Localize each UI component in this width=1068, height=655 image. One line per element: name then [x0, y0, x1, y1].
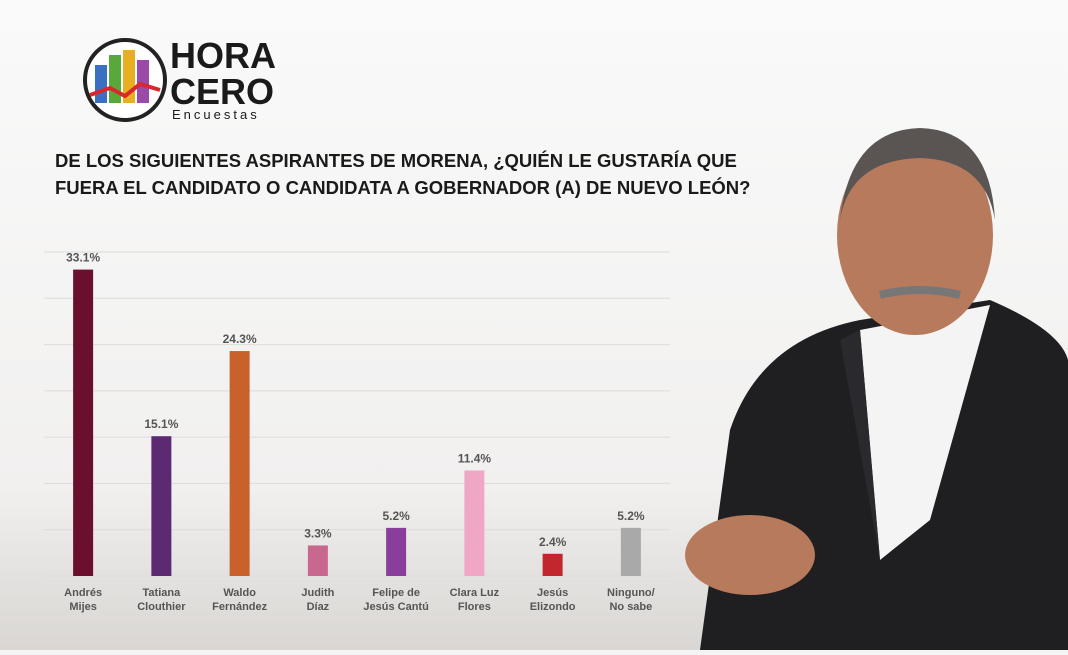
x-tick-label: Judith: [301, 587, 334, 599]
x-tick-label: Ninguno/: [607, 587, 655, 599]
value-label: 11.4%: [458, 451, 492, 465]
chart-title: DE LOS SIGUIENTES ASPIRANTES DE MORENA, …: [55, 150, 737, 171]
bar: [307, 545, 328, 576]
bar: [620, 527, 641, 576]
x-tick-label: Clara Luz: [450, 587, 500, 599]
bar: [464, 470, 485, 576]
x-tick-label: Waldo: [223, 587, 256, 599]
x-tick-label: No sabe: [609, 601, 652, 613]
photo: [685, 128, 1068, 650]
x-tick-label: Tatiana: [143, 587, 182, 599]
x-tick-label: Jesús Cantú: [363, 601, 428, 613]
x-tick-label: Andrés: [64, 587, 102, 599]
bar: [73, 269, 94, 576]
x-tick-label: Felipe de: [372, 587, 420, 599]
value-label: 5.2%: [382, 509, 410, 523]
x-tick-label: Díaz: [307, 601, 330, 613]
value-label: 2.4%: [539, 535, 567, 549]
logo-line1: HORA: [170, 35, 276, 76]
chart-title: FUERA EL CANDIDATO O CANDIDATA A GOBERNA…: [55, 177, 750, 198]
bar: [151, 436, 172, 576]
x-tick-label: Jesús: [537, 587, 568, 599]
logo: HORA CERO Encuestas: [83, 35, 276, 122]
logo-tagline: Encuestas: [172, 107, 260, 122]
value-label: 24.3%: [223, 332, 257, 346]
x-tick-label: Clouthier: [137, 601, 186, 613]
x-tick-label: Flores: [458, 601, 491, 613]
x-tick-label: Elizondo: [530, 601, 576, 613]
bar: [229, 351, 250, 576]
x-tick-label: Fernández: [212, 601, 268, 613]
value-label: 33.1%: [66, 251, 100, 265]
value-label: 5.2%: [617, 509, 645, 523]
logo-line2: CERO: [170, 71, 274, 112]
bar: [542, 553, 563, 576]
plot: 33.1% Andrés Mijes 15.1% Tatiana Clouthier 24.…: [44, 251, 670, 613]
value-label: 15.1%: [144, 417, 178, 431]
value-label: 3.3%: [304, 526, 332, 540]
bar: [386, 527, 407, 576]
x-tick-label: Mijes: [69, 601, 97, 613]
